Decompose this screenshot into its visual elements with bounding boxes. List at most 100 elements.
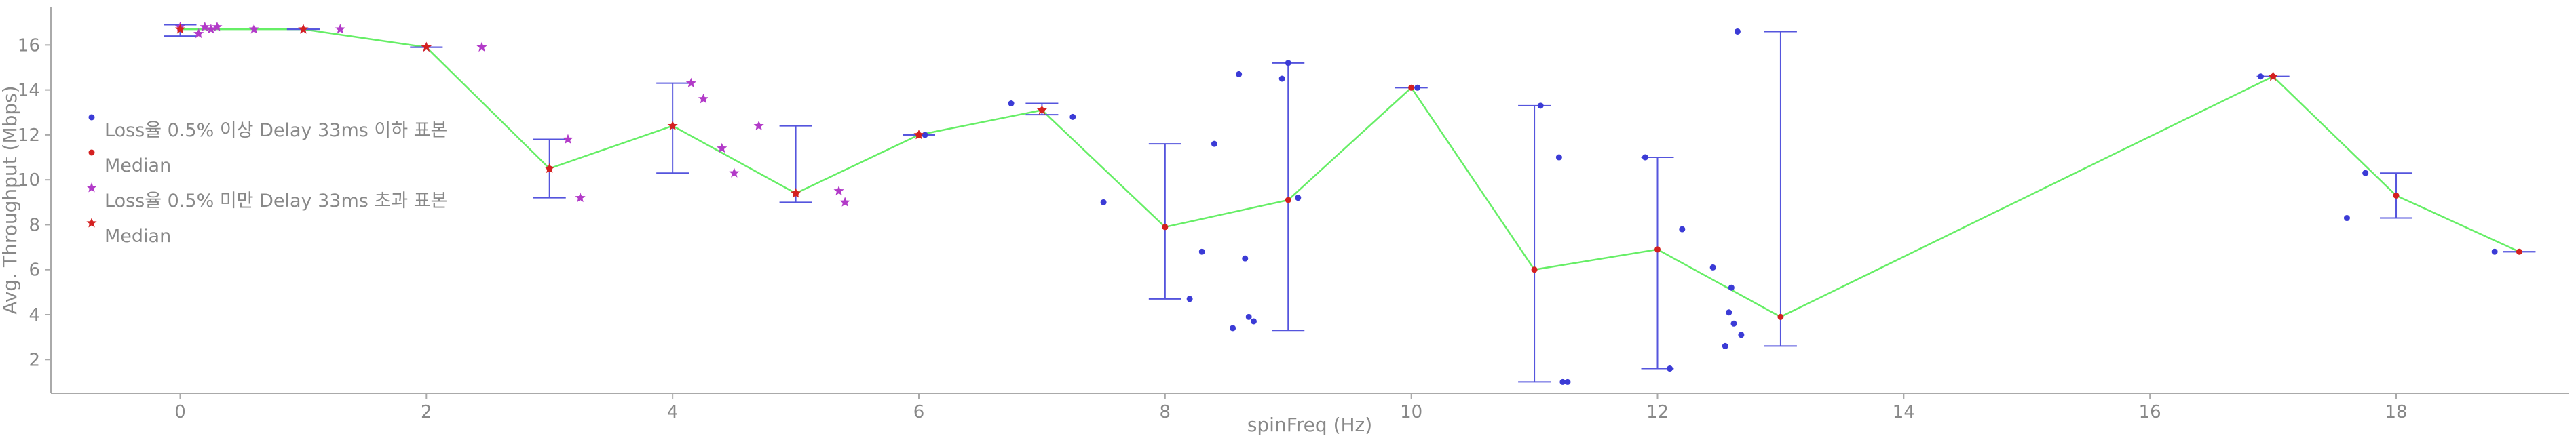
median-star bbox=[544, 163, 555, 174]
loss-sample-dot bbox=[1709, 264, 1716, 271]
error-bar bbox=[1764, 31, 1797, 347]
loss-sample-dot bbox=[1667, 365, 1673, 372]
x-tick-label: 6 bbox=[913, 402, 925, 422]
loss-sample-dot bbox=[1726, 309, 1732, 316]
axes: 0 2 4 6 8 10 12 14 16 18 2 4 6 8 10 12 14 16 bbox=[18, 7, 2569, 422]
loss-sample-dot bbox=[1555, 154, 1562, 161]
x-tick-label: 12 bbox=[1646, 402, 1669, 422]
median-line bbox=[180, 28, 2520, 318]
loss-sample-dot bbox=[1738, 332, 1745, 338]
median-dot bbox=[1654, 246, 1661, 253]
legend-entry: Loss율 0.5% 미만 Delay 33ms 초과 표본 bbox=[86, 182, 447, 212]
loss-sample-dot bbox=[1730, 320, 1737, 327]
delay-sample-star bbox=[833, 185, 844, 196]
error-bar-layer bbox=[164, 24, 2536, 383]
delay-sample-star bbox=[206, 24, 216, 34]
delay-sample-star bbox=[563, 134, 573, 144]
loss-sample-dot bbox=[1559, 378, 1566, 385]
legend: Loss율 0.5% 이상 Delay 33ms 이하 표본 Median Loss… bbox=[86, 114, 447, 247]
y-tick-label: 10 bbox=[18, 170, 40, 191]
loss-sample-dot bbox=[1242, 255, 1249, 262]
x-tick-label: 2 bbox=[421, 402, 432, 422]
error-bar bbox=[1518, 104, 1551, 383]
x-tick-label: 8 bbox=[1160, 402, 1171, 422]
loss-sample-dot bbox=[1564, 378, 1571, 385]
loss-sample-dot bbox=[1734, 28, 1741, 35]
x-tick-label: 16 bbox=[2139, 402, 2161, 422]
median-star bbox=[667, 120, 678, 131]
delay-sample-layer bbox=[174, 21, 850, 207]
y-tick-label: 16 bbox=[18, 35, 40, 56]
loss-sample-dot bbox=[1236, 71, 1243, 77]
loss-sample-dot bbox=[2343, 215, 2350, 222]
x-axis-label: spinFreq (Hz) bbox=[1247, 414, 1372, 436]
y-tick-label: 8 bbox=[29, 215, 40, 235]
error-bar bbox=[1148, 143, 1181, 300]
loss-sample-dot bbox=[1230, 325, 1236, 332]
legend-star-marker bbox=[86, 182, 97, 193]
loss-sample-dot bbox=[1211, 140, 1217, 147]
legend-label: Loss율 0.5% 미만 Delay 33ms 초과 표본 bbox=[105, 191, 447, 212]
median-dot bbox=[1531, 266, 1538, 273]
y-tick-label: 4 bbox=[29, 305, 40, 325]
x-tick-label: 0 bbox=[174, 402, 186, 422]
median-dot bbox=[1777, 313, 1784, 320]
loss-sample-dot bbox=[1008, 100, 1015, 106]
loss-sample-dot bbox=[922, 132, 928, 138]
delay-sample-star bbox=[729, 167, 740, 178]
median-dot bbox=[2516, 248, 2522, 255]
loss-sample-dot bbox=[1642, 154, 1648, 161]
loss-sample-dot bbox=[1250, 318, 1257, 325]
median-star bbox=[790, 188, 801, 198]
loss-sample-dot bbox=[1186, 296, 1193, 302]
median-dot bbox=[1285, 197, 1291, 203]
median-star bbox=[421, 41, 432, 52]
loss-sample-dot bbox=[2491, 248, 2498, 255]
delay-sample-star bbox=[753, 120, 764, 131]
median-star bbox=[298, 24, 309, 34]
loss-sample-dot bbox=[1198, 248, 1205, 255]
legend-dot-marker bbox=[88, 149, 95, 156]
delay-sample-star bbox=[685, 77, 696, 88]
error-bar bbox=[1641, 157, 1674, 370]
delay-sample-star bbox=[698, 93, 709, 104]
delay-sample-star bbox=[575, 192, 586, 203]
delay-sample-star bbox=[717, 142, 727, 153]
loss-sample-dot bbox=[1069, 113, 1076, 120]
y-tick-label: 2 bbox=[29, 350, 40, 370]
median-dot bbox=[1408, 84, 1415, 91]
median-marker-layer bbox=[174, 24, 2522, 320]
loss-sample-dot bbox=[1295, 195, 1302, 201]
delay-sample-star bbox=[476, 41, 487, 52]
x-tick-label: 10 bbox=[1400, 402, 1422, 422]
loss-sample-dot bbox=[1679, 226, 1686, 233]
loss-sample-dot bbox=[1414, 84, 1421, 91]
median-star bbox=[174, 24, 186, 34]
loss-sample-dot bbox=[1245, 313, 1252, 320]
loss-sample-dot bbox=[1728, 284, 1735, 291]
x-tick-label: 18 bbox=[2385, 402, 2407, 422]
delay-sample-star bbox=[839, 197, 850, 207]
x-tick-label: 14 bbox=[1893, 402, 1915, 422]
legend-entry: Median bbox=[86, 218, 171, 247]
median-star bbox=[1036, 104, 1048, 115]
delay-sample-star bbox=[193, 28, 204, 39]
loss-sample-dot bbox=[1722, 342, 1728, 349]
loss-sample-dot bbox=[1537, 102, 1544, 109]
loss-sample-dot bbox=[1278, 75, 1285, 82]
legend-entry: Loss율 0.5% 이상 Delay 33ms 이하 표본 bbox=[88, 114, 447, 141]
loss-sample-layer bbox=[922, 28, 2498, 385]
median-line-layer bbox=[180, 28, 2520, 318]
delay-sample-star bbox=[335, 24, 345, 34]
legend-entry: Median bbox=[88, 149, 171, 176]
median-star bbox=[2267, 71, 2279, 81]
delay-sample-star bbox=[200, 21, 210, 32]
y-tick-label: 14 bbox=[18, 81, 40, 101]
y-axis-label: Avg. Throughput (Mbps) bbox=[0, 85, 21, 314]
legend-star-marker bbox=[86, 218, 97, 228]
delay-sample-star bbox=[212, 21, 223, 32]
y-tick-label: 6 bbox=[29, 260, 40, 281]
loss-sample-dot bbox=[1285, 60, 1291, 66]
y-tick-label: 12 bbox=[18, 125, 40, 146]
